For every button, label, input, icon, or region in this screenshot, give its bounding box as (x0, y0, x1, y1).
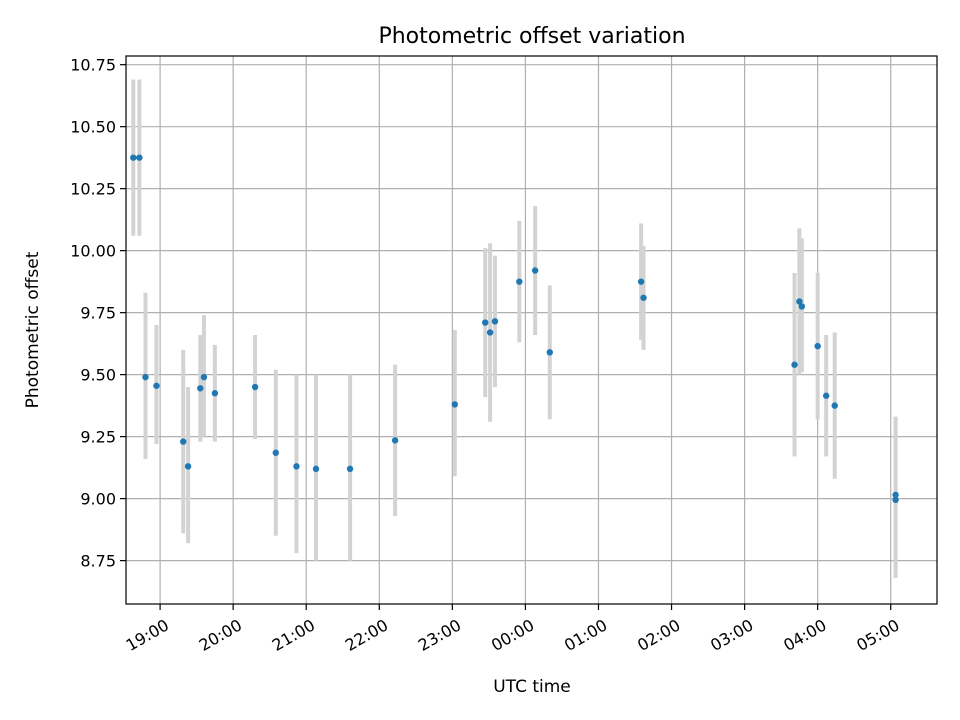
data-point (822, 392, 830, 399)
data-point (142, 373, 149, 381)
data-point (346, 465, 354, 473)
y-axis-label: Photometric offset (23, 251, 43, 408)
x-tick-label: 03:00 (707, 615, 756, 655)
data-point (892, 491, 899, 499)
x-tick-label: 01:00 (561, 615, 610, 655)
x-axis: 19:00 20:00 21:00 22:00 23:00 00:00 01:00 02:00… (123, 604, 903, 655)
x-tick-label: 00:00 (488, 615, 537, 655)
x-tick-label: 22:00 (342, 615, 391, 655)
x-tick-label: 02:00 (634, 615, 683, 655)
y-axis: 8.75 9.00 9.25 9.50 9.75 10.00 10.25 10.50 10.75 (70, 56, 126, 571)
data-point (200, 373, 208, 381)
data-point (486, 329, 494, 336)
data-point (516, 278, 523, 285)
data-point (184, 463, 192, 470)
plot-frame (125, 55, 938, 605)
data-point (814, 342, 821, 350)
data-point (546, 349, 553, 356)
y-tick-label: 9.75 (80, 304, 116, 323)
data-point (211, 390, 219, 397)
y-tick-label: 9.00 (80, 490, 116, 509)
data-point (451, 401, 458, 408)
chart-title: Photometric offset variation (378, 24, 685, 49)
data-point (180, 438, 187, 445)
y-tick-label: 8.75 (80, 552, 116, 571)
grid-layer (126, 56, 937, 604)
data-point (130, 154, 137, 161)
data-point (312, 465, 320, 473)
point-layer (130, 154, 899, 504)
data-point (491, 318, 499, 325)
x-tick-label: 23:00 (415, 615, 464, 655)
data-point (796, 298, 803, 305)
data-point (251, 383, 259, 391)
x-tick-label: 20:00 (196, 615, 245, 655)
data-point (798, 303, 806, 310)
data-point (197, 385, 204, 392)
x-tick-label: 05:00 (853, 615, 902, 655)
data-point (136, 154, 143, 161)
x-tick-label: 19:00 (123, 615, 172, 655)
data-point (531, 267, 539, 274)
y-tick-label: 10.75 (70, 56, 116, 75)
data-point (791, 361, 798, 368)
x-tick-label: 21:00 (269, 615, 318, 655)
data-point (153, 382, 160, 389)
errorbar-layer (131, 79, 898, 578)
y-tick-label: 10.00 (70, 242, 116, 261)
x-axis-label: UTC time (493, 677, 571, 697)
y-tick-label: 9.25 (80, 428, 116, 447)
data-point (637, 278, 645, 285)
data-point (293, 463, 300, 470)
data-point (391, 437, 399, 444)
x-tick-label: 04:00 (780, 615, 829, 655)
data-point (640, 294, 647, 301)
data-point (482, 319, 489, 326)
data-point (831, 402, 838, 409)
data-point (272, 449, 279, 456)
y-tick-label: 9.50 (80, 366, 116, 385)
y-tick-label: 10.50 (70, 118, 116, 137)
data-point (892, 496, 899, 504)
y-tick-label: 10.25 (70, 180, 116, 199)
